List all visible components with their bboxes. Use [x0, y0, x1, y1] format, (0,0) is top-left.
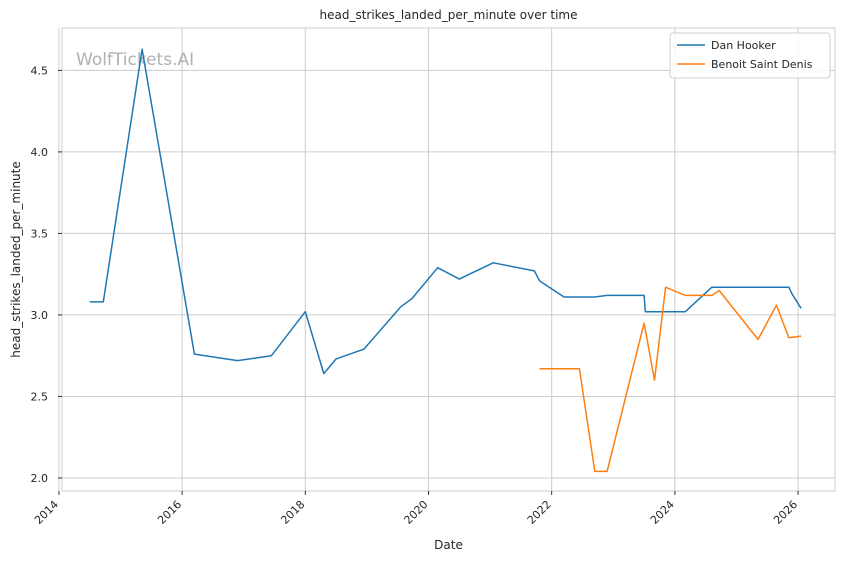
legend: Dan Hooker Benoit Saint Denis: [669, 32, 831, 79]
watermark-text: WolfTickets.AI: [76, 50, 194, 70]
legend-label: Dan Hooker: [711, 39, 776, 52]
y-tick-label: 4.5: [31, 64, 49, 77]
y-tick-label: 2.0: [31, 472, 49, 485]
y-axis-label: head_strikes_landed_per_minute: [9, 161, 23, 358]
series-line-benoit-saint-denis: [539, 286, 802, 473]
chart-title: head_strikes_landed_per_minute over time: [319, 8, 577, 22]
plot-frame: [61, 27, 836, 492]
y-tick-label: 3.5: [31, 227, 49, 240]
y-tick-label: 2.5: [31, 390, 49, 403]
y-tick-label: 4.0: [31, 146, 49, 159]
series-lines: [89, 48, 802, 473]
x-axis-label: Date: [434, 538, 463, 552]
y-tick-label: 3.0: [31, 309, 49, 322]
y-axis-ticks: 2.0 2.5 3.0 3.5 4.0 4.5: [31, 64, 62, 485]
series-line-dan-hooker: [89, 48, 802, 375]
legend-label: Benoit Saint Denis: [711, 58, 813, 71]
legend-box: [669, 32, 831, 79]
